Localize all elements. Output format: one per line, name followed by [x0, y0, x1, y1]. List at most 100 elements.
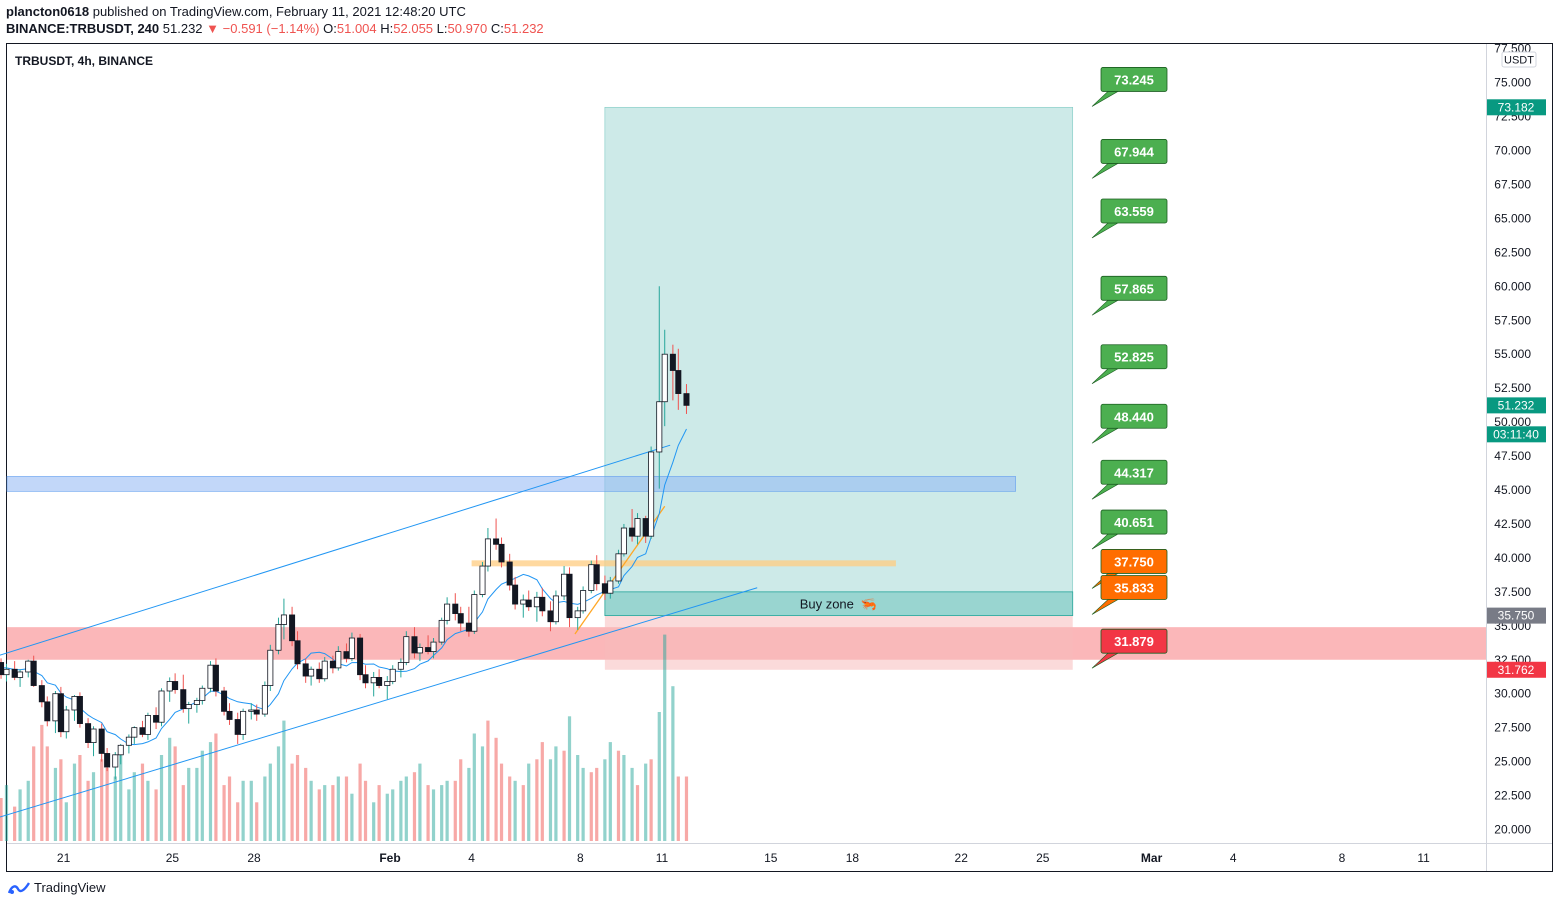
candle [280, 598, 287, 640]
buy-zone-box[interactable] [604, 591, 1074, 617]
candle-body [629, 527, 636, 537]
volume-bar [295, 755, 300, 841]
candle [362, 665, 369, 689]
volume-bar [562, 750, 566, 841]
tradingview-logo[interactable]: TradingView [8, 880, 106, 895]
target-box[interactable] [1100, 275, 1168, 301]
target-box[interactable] [1100, 459, 1168, 485]
candle-body [580, 590, 587, 612]
candles [0, 286, 690, 780]
candle [335, 646, 342, 671]
candle-body [144, 715, 151, 735]
target-callout[interactable]: 44.317 [1091, 459, 1168, 500]
target-callout[interactable]: 73.245 [1091, 67, 1168, 107]
volume-bar [363, 780, 368, 841]
volume-bar [86, 780, 90, 841]
target-box[interactable] [1100, 575, 1168, 600]
volume-bar [290, 763, 294, 841]
orange-level-zone[interactable] [471, 560, 896, 567]
drawing-zones[interactable]: Buy zone 🦐 [6, 106, 1486, 670]
volume-bar [644, 763, 648, 841]
candle [294, 631, 301, 670]
target-pointer [1091, 368, 1120, 384]
x-tick-label: 11 [1417, 851, 1430, 865]
candle [112, 752, 119, 780]
y-tick-label: 47.500 [1494, 449, 1531, 463]
candle-body [221, 690, 228, 712]
volume-bar [494, 737, 498, 841]
volume-bar [255, 802, 259, 841]
candle-body [547, 610, 554, 623]
target-callout[interactable]: 35.833 [1091, 575, 1168, 615]
volume-bar [616, 750, 621, 841]
volume-bar [91, 772, 96, 841]
price-badge [1487, 397, 1546, 414]
volume-bar [649, 759, 653, 841]
target-callout[interactable]: 67.944 [1091, 139, 1168, 179]
candle-body [348, 637, 355, 659]
target-box[interactable] [1100, 509, 1168, 535]
time-axis[interactable]: 21 25 28 Feb 4 8 11 15 18 22 25 Mar 4 8 11 [57, 851, 1430, 865]
stop-box[interactable] [604, 615, 1073, 670]
candle-body [438, 619, 445, 643]
x-tick-label: 15 [764, 851, 778, 865]
candle-body [52, 693, 59, 722]
currency-box[interactable] [1501, 51, 1537, 68]
channel-upper-line[interactable] [0, 444, 671, 662]
volume-bar [249, 780, 253, 841]
candle-body [634, 518, 641, 537]
candle [574, 606, 581, 630]
candle-body [683, 393, 690, 406]
target-pointer [1091, 163, 1120, 179]
target-box[interactable] [1100, 344, 1168, 370]
target-callout[interactable]: 52.825 [1091, 344, 1168, 384]
target-callout[interactable]: 48.440 [1091, 403, 1168, 444]
candle [493, 518, 500, 550]
candle [471, 590, 478, 634]
target-callout[interactable]: 63.559 [1091, 198, 1168, 239]
target-callout[interactable]: 31.879 [1091, 628, 1168, 669]
candle-body [85, 723, 92, 743]
candle-body [240, 710, 247, 735]
target-box[interactable] [1100, 628, 1168, 654]
x-tick-label: 11 [656, 851, 669, 865]
candle [411, 627, 418, 659]
x-tick-label: 28 [247, 851, 261, 865]
target-callout[interactable]: 40.651 [1091, 509, 1168, 550]
candle-body [498, 543, 505, 563]
target-box[interactable] [1100, 67, 1168, 92]
target-callout[interactable]: 57.865 [1091, 275, 1168, 316]
candle [452, 593, 459, 621]
author-name[interactable]: plancton0618 [6, 4, 90, 19]
target-label: 31.879 [1114, 634, 1154, 649]
volume-bar [208, 742, 213, 841]
volume-bar [59, 759, 63, 841]
target-box[interactable] [1100, 198, 1168, 224]
candle [248, 703, 255, 720]
volume-bar [445, 780, 449, 841]
candle [357, 633, 364, 681]
candle [212, 658, 219, 697]
target-label: 52.825 [1114, 350, 1154, 365]
channel-lower-line[interactable] [0, 587, 758, 824]
volume-bar [222, 785, 226, 841]
volume-bar [18, 789, 22, 841]
resistance-zone[interactable] [6, 476, 1016, 492]
x-tick-label: 22 [955, 851, 969, 865]
target-box[interactable] [1100, 139, 1168, 164]
candle-body [280, 614, 287, 625]
price-axis[interactable]: 20.00022.50025.00027.50030.00032.50035.0… [1487, 42, 1546, 837]
target-box[interactable] [1100, 549, 1168, 574]
symbol-label: BINANCE:TRBUSDT, 240 [6, 21, 160, 36]
volume-bar [72, 763, 77, 841]
target-box[interactable] [604, 106, 1074, 593]
candle [267, 644, 274, 691]
target-callouts[interactable]: 73.245 67.944 63.559 57.865 52.825 48.440 44.3… [1091, 67, 1168, 669]
candle [144, 712, 151, 740]
target-label: 57.865 [1114, 281, 1154, 296]
open-label: O: [323, 21, 337, 36]
candle [302, 658, 309, 683]
target-box[interactable] [1100, 403, 1168, 429]
y-tick-label: 20.000 [1494, 823, 1531, 837]
